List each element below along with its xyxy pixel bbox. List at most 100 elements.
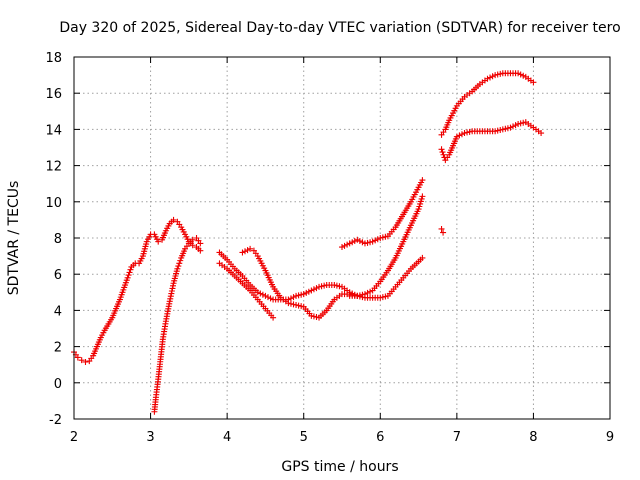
x-axis-label: GPS time / hours bbox=[281, 459, 398, 475]
data-point bbox=[293, 292, 300, 299]
data-point-fill bbox=[512, 122, 519, 129]
data-point-fill bbox=[510, 123, 517, 130]
data-points bbox=[71, 70, 545, 415]
data-point-fill bbox=[287, 295, 294, 302]
data-point-fill bbox=[487, 74, 494, 81]
y-tick-label: 2 bbox=[54, 341, 62, 356]
data-point-fill bbox=[290, 294, 297, 301]
data-point bbox=[74, 354, 81, 361]
data-point bbox=[293, 301, 300, 308]
data-point-fill bbox=[344, 241, 351, 248]
data-point bbox=[492, 72, 499, 79]
data-point bbox=[453, 133, 460, 140]
data-point bbox=[461, 130, 468, 137]
data-point-fill bbox=[359, 239, 366, 246]
y-tick-label: 16 bbox=[45, 87, 62, 102]
data-point bbox=[369, 238, 376, 245]
data-point bbox=[300, 291, 307, 298]
data-point-fill bbox=[351, 238, 358, 245]
data-point-fill bbox=[333, 282, 340, 289]
data-point-fill bbox=[356, 292, 363, 299]
data-point-fill bbox=[257, 290, 264, 297]
data-point-fill bbox=[305, 288, 312, 295]
axis-ticks: 2 3 4 5 6 7 8 9 -2 0 2 4 6 8 10 12 14 16 18 bbox=[45, 51, 614, 445]
data-point-fill bbox=[303, 289, 310, 296]
y-tick-label: 14 bbox=[45, 123, 62, 138]
data-point bbox=[346, 240, 353, 247]
grid bbox=[74, 57, 610, 419]
data-point-fill bbox=[367, 239, 374, 246]
data-point-fill bbox=[440, 151, 447, 158]
data-point-fill bbox=[367, 288, 374, 295]
data-point-fill bbox=[267, 295, 274, 302]
data-point bbox=[270, 314, 277, 321]
data-point-fill bbox=[287, 300, 294, 307]
data-point bbox=[354, 236, 361, 243]
data-point-fill bbox=[313, 314, 320, 321]
y-tick-label: 10 bbox=[45, 196, 62, 211]
data-point-fill bbox=[497, 70, 504, 77]
data-point bbox=[377, 235, 384, 241]
data-point-fill bbox=[356, 238, 363, 245]
data-point bbox=[174, 265, 181, 272]
x-tick-label: 8 bbox=[529, 430, 537, 445]
y-axis-label: SDTVAR / TECUs bbox=[6, 181, 22, 296]
data-point-fill bbox=[517, 120, 524, 127]
data-point-fill bbox=[502, 125, 509, 132]
data-point-fill bbox=[127, 266, 134, 273]
data-point-fill bbox=[372, 237, 379, 244]
data-point bbox=[285, 300, 292, 307]
x-tick-label: 4 bbox=[223, 430, 231, 445]
data-point-fill bbox=[504, 125, 511, 132]
data-point-fill bbox=[298, 291, 305, 298]
data-point-fill bbox=[244, 247, 251, 254]
data-point-fill bbox=[177, 257, 184, 264]
data-point bbox=[170, 216, 177, 223]
data-point-fill bbox=[295, 292, 302, 299]
data-point-fill bbox=[379, 294, 386, 301]
data-point bbox=[515, 120, 522, 127]
data-point bbox=[419, 177, 426, 184]
data-point bbox=[78, 357, 85, 364]
data-point-fill bbox=[520, 72, 527, 79]
data-point bbox=[316, 283, 323, 290]
data-point bbox=[507, 124, 514, 131]
data-point bbox=[197, 247, 204, 254]
y-tick-label: -2 bbox=[49, 413, 62, 428]
data-point bbox=[239, 249, 246, 256]
data-point-fill bbox=[295, 302, 302, 309]
data-point-fill bbox=[364, 289, 371, 296]
data-point bbox=[339, 244, 345, 251]
data-point-fill bbox=[382, 293, 389, 300]
data-point bbox=[538, 130, 545, 137]
data-point bbox=[438, 146, 445, 153]
data-point bbox=[308, 312, 315, 319]
data-point-fill bbox=[379, 234, 386, 241]
x-tick-label: 7 bbox=[453, 430, 461, 445]
data-point-fill bbox=[520, 119, 527, 126]
data-point-fill bbox=[494, 127, 501, 134]
data-point bbox=[189, 242, 196, 249]
data-point-fill bbox=[318, 283, 325, 290]
data-point-fill bbox=[176, 260, 183, 267]
data-point bbox=[515, 70, 522, 77]
y-tick-label: 6 bbox=[54, 268, 62, 283]
x-tick-label: 5 bbox=[300, 430, 308, 445]
data-point-fill bbox=[464, 129, 471, 136]
data-point bbox=[438, 225, 445, 232]
data-point bbox=[189, 236, 196, 243]
y-tick-label: 8 bbox=[54, 232, 62, 247]
data-point-fill bbox=[517, 71, 524, 78]
data-point-fill bbox=[341, 242, 348, 249]
data-point bbox=[331, 282, 338, 289]
data-point bbox=[419, 254, 426, 261]
x-tick-label: 6 bbox=[376, 430, 384, 445]
y-tick-label: 4 bbox=[54, 304, 62, 319]
data-point-fill bbox=[349, 239, 356, 246]
x-tick-label: 2 bbox=[70, 430, 78, 445]
data-point bbox=[484, 75, 491, 82]
data-point-fill bbox=[374, 236, 381, 243]
plot-frame bbox=[73, 56, 611, 420]
data-point bbox=[419, 193, 426, 200]
